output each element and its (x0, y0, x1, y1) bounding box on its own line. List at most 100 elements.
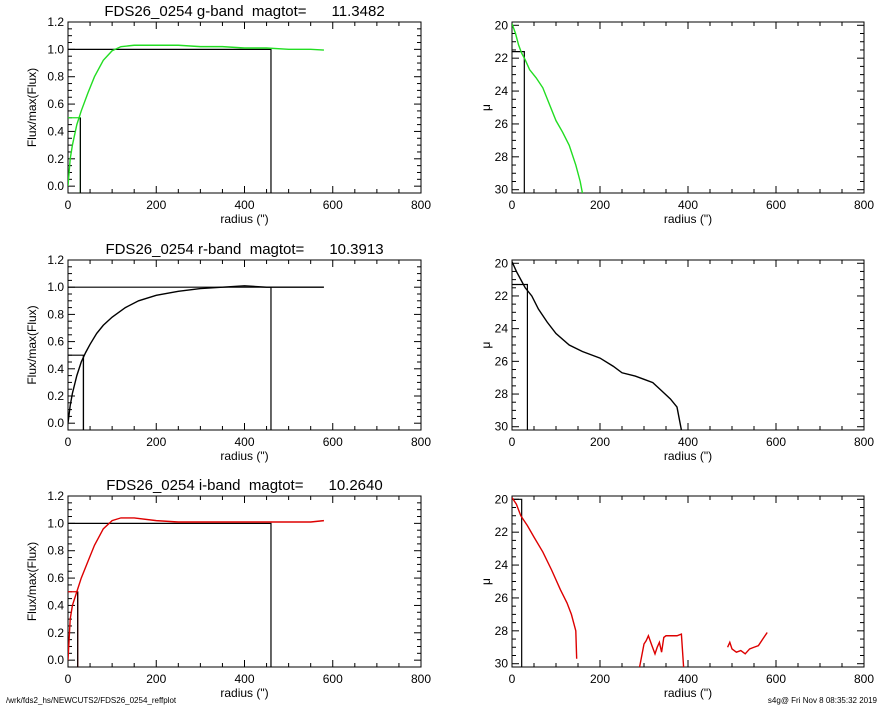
series-line-1 (512, 23, 584, 193)
y-tick-label: 0.8 (47, 544, 64, 558)
y-tick-label: 0.0 (47, 179, 64, 193)
x-tick-label: 0 (509, 672, 516, 686)
y-axis-label: Flux/max(Flux) (25, 305, 39, 384)
effective-radius-line (512, 498, 523, 667)
y-tick-label: 0.4 (47, 362, 64, 376)
y-tick-label: 1.2 (47, 489, 64, 503)
y-tick-label: 0.2 (47, 152, 64, 166)
footer-path: /wrk/fds2_hs/NEWCUTS2/FDS26_0254_reffplo… (6, 696, 177, 705)
y-tick-label: 0.6 (47, 571, 64, 585)
x-tick-label: 400 (234, 435, 254, 449)
x-axis-label: radius (") (664, 212, 712, 226)
effective-radius-line (512, 283, 529, 430)
y-tick-label: 20 (495, 256, 509, 270)
y-tick-label: 0.0 (47, 416, 64, 430)
effective-radius-line (512, 50, 525, 193)
series-line-1 (68, 285, 324, 424)
x-tick-label: 0 (509, 435, 516, 449)
y-tick-label: 0.8 (47, 307, 64, 321)
x-axis-label: radius (") (664, 449, 712, 463)
x-tick-label: 800 (854, 672, 874, 686)
total-flux-reference-line (68, 286, 272, 430)
y-tick-label: 30 (495, 657, 509, 671)
series-line-1 (68, 517, 324, 661)
x-axis-label: radius (") (220, 686, 268, 700)
y-tick-label: 0.0 (47, 653, 64, 667)
half-light-radius-marker (68, 117, 81, 193)
y-tick-label: 30 (495, 183, 509, 197)
x-tick-label: 200 (146, 435, 166, 449)
x-tick-label: 200 (146, 672, 166, 686)
y-tick-label: 0.8 (47, 70, 64, 84)
x-tick-label: 400 (678, 198, 698, 212)
y-tick-label: 22 (495, 525, 509, 539)
x-axis-label: radius (") (220, 449, 268, 463)
chart-panel-1: 0 200 400 600 800 0.0 0.2 0.4 0.6 0.8 1.0 1.2 radius… (25, 3, 431, 226)
x-axis-label: radius (") (220, 212, 268, 226)
series-line-3 (726, 632, 768, 655)
y-axis-label: Flux/max(Flux) (25, 68, 39, 147)
y-tick-label: 0.4 (47, 598, 64, 612)
x-tick-label: 0 (65, 672, 72, 686)
x-tick-label: 200 (146, 198, 166, 212)
x-tick-label: 800 (854, 435, 874, 449)
y-tick-label: 0.6 (47, 97, 64, 111)
y-tick-label: 0.6 (47, 335, 64, 349)
y-tick-label: 1.2 (47, 15, 64, 29)
x-tick-label: 800 (411, 672, 431, 686)
chart-panel-4: 0 200 400 600 800 20 22 24 26 28 30 radius (") μ (479, 256, 874, 463)
x-tick-label: 800 (411, 435, 431, 449)
plot-frame (511, 495, 865, 668)
x-tick-label: 400 (234, 672, 254, 686)
x-tick-label: 0 (509, 198, 516, 212)
x-tick-label: 0 (65, 198, 72, 212)
chart-title: FDS26_0254 g-band magtot= 11.3482 (104, 3, 384, 20)
y-tick-label: 26 (495, 117, 509, 131)
x-tick-label: 600 (766, 198, 786, 212)
x-tick-label: 400 (678, 435, 698, 449)
series-line-1 (512, 261, 683, 430)
total-flux-reference-line (68, 522, 272, 667)
y-tick-label: 28 (495, 150, 509, 164)
x-tick-label: 800 (854, 198, 874, 212)
x-tick-label: 200 (590, 672, 610, 686)
x-axis-label: radius (") (664, 686, 712, 700)
plot-frame (511, 21, 865, 194)
half-light-radius-marker (68, 354, 85, 430)
plot-area (512, 261, 683, 430)
y-tick-label: 20 (495, 18, 509, 32)
plot-area (512, 497, 768, 667)
y-axis-label: μ (479, 104, 493, 111)
plot-area (512, 23, 584, 193)
y-tick-label: 0.2 (47, 389, 64, 403)
chart-title: FDS26_0254 r-band magtot= 10.3913 (105, 241, 383, 258)
y-tick-label: 26 (495, 591, 509, 605)
y-tick-label: 1.0 (47, 516, 64, 530)
y-tick-label: 1.0 (47, 280, 64, 294)
x-tick-label: 200 (590, 435, 610, 449)
x-tick-label: 800 (411, 198, 431, 212)
chart-panel-5: 0 200 400 600 800 0.0 0.2 0.4 0.6 0.8 1.0 1.2 radius… (25, 477, 431, 700)
series-line-1 (68, 44, 324, 187)
x-tick-label: 600 (323, 435, 343, 449)
y-tick-label: 24 (495, 322, 509, 336)
y-tick-label: 22 (495, 289, 509, 303)
y-tick-label: 24 (495, 558, 509, 572)
plot-frame (511, 259, 865, 431)
y-tick-label: 22 (495, 51, 509, 65)
x-tick-label: 600 (766, 672, 786, 686)
y-axis-label: μ (479, 578, 493, 585)
y-tick-label: 0.4 (47, 124, 64, 138)
x-tick-label: 600 (323, 198, 343, 212)
x-tick-label: 0 (65, 435, 72, 449)
y-tick-label: 28 (495, 624, 509, 638)
y-axis-label: μ (479, 341, 493, 348)
x-tick-label: 200 (590, 198, 610, 212)
plot-area (68, 285, 324, 430)
x-tick-label: 600 (323, 672, 343, 686)
y-tick-label: 20 (495, 492, 509, 506)
chart-panel-3: 0 200 400 600 800 0.0 0.2 0.4 0.6 0.8 1.0 1.2 radius… (25, 241, 431, 463)
chart-title: FDS26_0254 i-band magtot= 10.2640 (106, 477, 382, 494)
chart-panel-2: 0 200 400 600 800 20 22 24 26 28 30 radius (") μ (479, 18, 874, 226)
series-line-2 (638, 633, 685, 667)
